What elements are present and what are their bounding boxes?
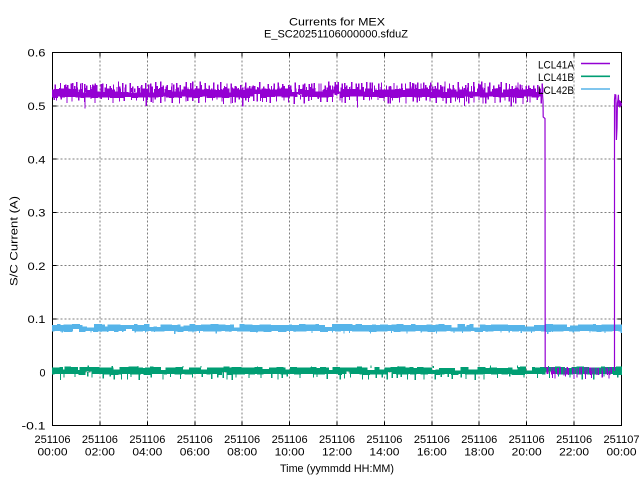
svg-text:251106: 251106 <box>82 434 118 446</box>
svg-text:00:00: 00:00 <box>607 447 637 459</box>
svg-text:E_SC20251106000000.sfduZ: E_SC20251106000000.sfduZ <box>264 29 408 41</box>
svg-text:251106: 251106 <box>414 434 450 446</box>
svg-text:0: 0 <box>40 367 46 379</box>
svg-text:00:00: 00:00 <box>38 447 68 459</box>
svg-text:0.4: 0.4 <box>28 154 46 166</box>
svg-text:251106: 251106 <box>509 434 545 446</box>
svg-text:22:00: 22:00 <box>559 447 589 459</box>
svg-text:251106: 251106 <box>35 434 71 446</box>
svg-text:02:00: 02:00 <box>85 447 115 459</box>
svg-text:251106: 251106 <box>461 434 497 446</box>
svg-text:Currents for MEX: Currents for MEX <box>289 17 386 29</box>
svg-text:LCL41A: LCL41A <box>538 59 575 71</box>
svg-text:251106: 251106 <box>319 434 355 446</box>
svg-text:0.3: 0.3 <box>28 208 46 220</box>
svg-text:0.5: 0.5 <box>28 101 46 113</box>
svg-text:16:00: 16:00 <box>417 447 447 459</box>
svg-text:251106: 251106 <box>129 434 165 446</box>
svg-text:0.1: 0.1 <box>28 314 46 326</box>
svg-text:251106: 251106 <box>224 434 260 446</box>
svg-text:0.6: 0.6 <box>28 48 46 60</box>
svg-text:LCL41B: LCL41B <box>538 72 574 84</box>
svg-text:0.2: 0.2 <box>28 261 46 273</box>
svg-text:20:00: 20:00 <box>512 447 542 459</box>
svg-text:14:00: 14:00 <box>369 447 399 459</box>
svg-text:04:00: 04:00 <box>132 447 162 459</box>
svg-text:10:00: 10:00 <box>275 447 305 459</box>
svg-text:251106: 251106 <box>366 434 402 446</box>
svg-text:08:00: 08:00 <box>227 447 257 459</box>
svg-text:12:00: 12:00 <box>322 447 352 459</box>
svg-text:251106: 251106 <box>177 434 213 446</box>
svg-text:S/C Current (A): S/C Current (A) <box>9 196 21 286</box>
svg-text:LCL42B: LCL42B <box>538 85 574 97</box>
svg-text:251106: 251106 <box>556 434 592 446</box>
svg-text:251106: 251106 <box>272 434 308 446</box>
svg-text:06:00: 06:00 <box>180 447 210 459</box>
svg-text:251107: 251107 <box>604 434 640 446</box>
svg-text:Time (yymmdd HH:MM): Time (yymmdd HH:MM) <box>280 463 394 475</box>
svg-text:-0.1: -0.1 <box>22 421 46 433</box>
svg-text:18:00: 18:00 <box>464 447 494 459</box>
